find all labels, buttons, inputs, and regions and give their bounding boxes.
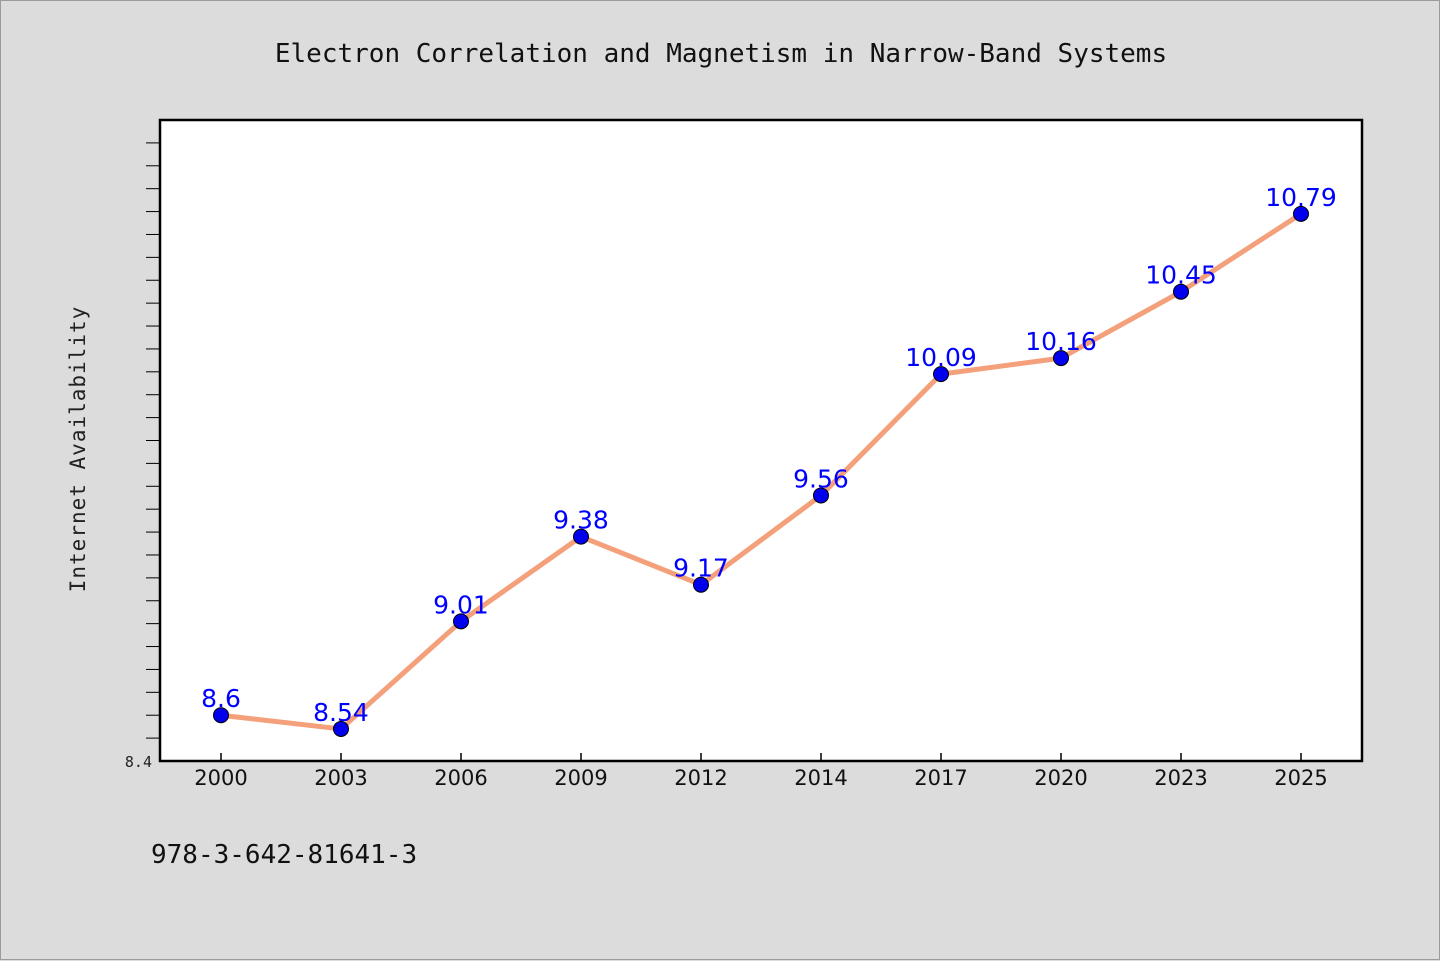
data-label: 10.09	[905, 343, 977, 372]
plot-area	[158, 118, 1364, 763]
y-axis-tick-labels: 8.4	[125, 753, 152, 771]
y-tick-label: 8.4	[125, 753, 152, 771]
x-tick-label: 2014	[794, 766, 847, 790]
y-axis-ticks	[146, 142, 160, 739]
data-label: 8.54	[313, 698, 369, 727]
x-tick-label: 2003	[314, 766, 367, 790]
y-axis-label: Internet Availability	[66, 306, 90, 593]
data-point	[453, 613, 469, 630]
data-point	[693, 576, 709, 593]
data-labels: 8.6 8.54 9.01 9.38 9.17 9.56 10.09 10.16 10.45 10…	[201, 183, 1337, 727]
x-tick-label: 2023	[1154, 766, 1207, 790]
data-label: 8.6	[201, 684, 241, 713]
isbn-text: 978-3-642-81641-3	[151, 840, 417, 870]
data-point	[1173, 283, 1189, 300]
data-point	[213, 707, 229, 724]
data-point	[333, 720, 349, 737]
x-tick-label: 2020	[1034, 766, 1087, 790]
x-axis-tick-labels: 2000 2003 2006 2009 2012 2014 2017 2020 2023 2025	[194, 766, 1327, 790]
series-line	[218, 211, 1304, 732]
series-markers	[213, 205, 1309, 737]
data-point	[933, 366, 949, 383]
data-point	[1293, 205, 1309, 222]
x-tick-label: 2000	[194, 766, 247, 790]
x-tick-label: 2009	[554, 766, 607, 790]
data-label: 9.38	[553, 506, 609, 535]
x-tick-label: 2006	[434, 766, 487, 790]
data-label: 9.56	[793, 464, 849, 493]
x-tick-label: 2025	[1274, 766, 1327, 790]
x-axis-ticks	[220, 753, 1302, 761]
data-point	[573, 528, 589, 545]
chart-title: Electron Correlation and Magnetism in Na…	[275, 39, 1167, 69]
x-tick-label: 2012	[674, 766, 727, 790]
data-label: 10.79	[1265, 183, 1337, 212]
data-label: 9.17	[673, 554, 729, 583]
data-label: 9.01	[433, 590, 489, 619]
data-label: 10.16	[1025, 327, 1097, 356]
data-label: 10.45	[1145, 261, 1217, 290]
data-point	[1053, 350, 1069, 367]
x-tick-label: 2017	[914, 766, 967, 790]
data-point	[813, 487, 829, 504]
